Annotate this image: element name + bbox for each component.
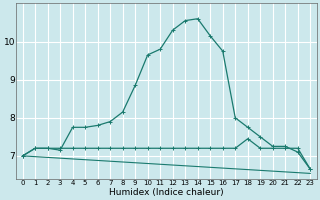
X-axis label: Humidex (Indice chaleur): Humidex (Indice chaleur): [109, 188, 224, 197]
